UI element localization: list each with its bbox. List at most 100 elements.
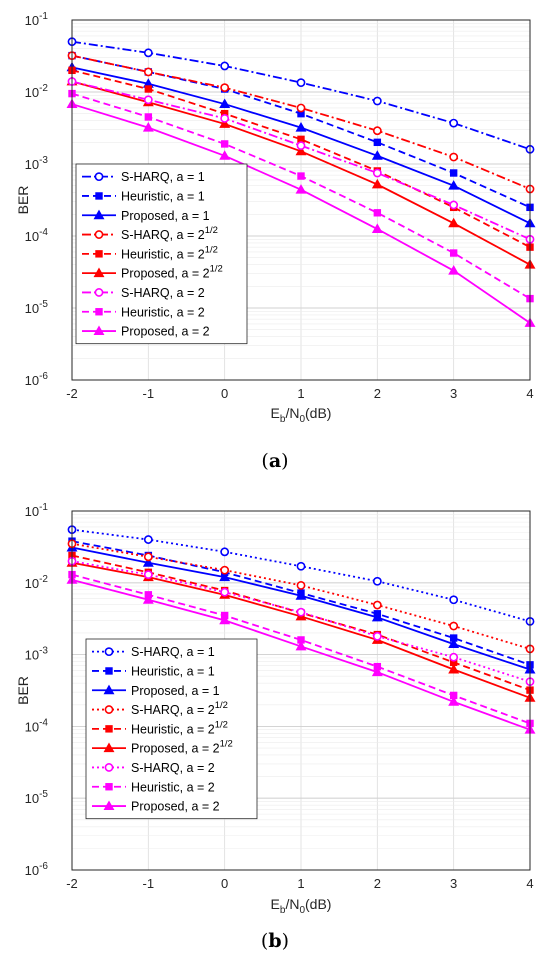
legend-marker <box>103 800 115 810</box>
y-tick-base: 10 <box>25 576 39 591</box>
y-tick-base: 10 <box>25 157 39 172</box>
y-tick-exponent: -6 <box>39 371 48 382</box>
x-tick-label: -2 <box>66 386 78 401</box>
legend-label: S-HARQ, a = 1 <box>131 645 215 659</box>
data-point <box>220 565 230 575</box>
y-tick-base: 10 <box>25 791 39 806</box>
x-tick-label: 3 <box>450 876 457 891</box>
data-point <box>220 587 230 597</box>
legend-text: S-HARQ, a = 2 <box>121 228 205 242</box>
x-label-part: (dB) <box>305 896 331 912</box>
panel-a-chart: -2 -1 0 1 2 3 410-610-510-410-310-210-1BEREb/N… <box>15 11 536 472</box>
data-point <box>295 122 307 132</box>
legend-label: S-HARQ, a = 1 <box>121 170 205 184</box>
data-point <box>449 152 459 162</box>
x-tick-label: -1 <box>143 876 155 891</box>
x-label-part: /N <box>285 896 299 912</box>
x-label-subscript: 0 <box>299 905 305 916</box>
legend-marker <box>95 250 103 258</box>
legend-text: Heuristic, a = 1 <box>131 664 215 678</box>
data-point <box>448 265 460 275</box>
legend-superscript: 1/2 <box>215 719 228 730</box>
legend-marker <box>95 308 103 316</box>
data-point <box>220 113 230 123</box>
legend-text: S-HARQ, a = 1 <box>121 170 205 184</box>
legend: S-HARQ, a = 1 Heuristic, a = 1 Proposed, a… <box>85 638 258 820</box>
legend-entry: Heuristic, a = 1 <box>82 189 205 203</box>
legend-marker <box>104 705 114 714</box>
legend-entry: S-HARQ, a = 1 <box>82 170 205 184</box>
x-tick-label: 2 <box>374 386 381 401</box>
legend-superscript: 1/2 <box>215 700 228 711</box>
legend-marker <box>105 667 113 675</box>
legend-superscript: 1/2 <box>205 225 218 236</box>
y-tick-label: 10-4 <box>25 227 49 244</box>
legend-label: S-HARQ, a = 21/2 <box>131 700 228 717</box>
legend-label: Proposed, a = 2 <box>121 325 210 339</box>
data-point <box>372 168 382 178</box>
x-label-subscript: b <box>280 905 286 916</box>
y-tick-exponent: -6 <box>39 861 48 872</box>
legend-marker <box>103 742 115 753</box>
legend-entry: S-HARQ, a = 1 <box>92 645 215 659</box>
y-tick-exponent: -1 <box>39 11 48 22</box>
legend-label: Proposed, a = 21/2 <box>131 739 233 756</box>
x-tick-label: 1 <box>297 386 304 401</box>
data-point <box>219 98 231 109</box>
caption-letter: a <box>269 450 281 472</box>
legend-marker <box>105 725 113 733</box>
legend-text: Heuristic, a = 1 <box>121 189 205 203</box>
legend-marker <box>94 230 104 239</box>
legend-label: S-HARQ, a = 2 <box>121 286 205 300</box>
data-point <box>220 83 230 93</box>
legend-marker <box>105 783 113 791</box>
legend-label: Heuristic, a = 2 <box>131 780 215 794</box>
data-point <box>297 172 305 180</box>
y-tick-exponent: -4 <box>39 227 48 238</box>
data-point <box>296 103 306 113</box>
legend-text: Proposed, a = 2 <box>121 325 210 339</box>
legend-marker <box>104 763 114 772</box>
y-tick-label: 10-3 <box>25 155 49 172</box>
legend-label: Heuristic, a = 21/2 <box>121 244 218 261</box>
data-point <box>295 640 307 651</box>
data-point <box>143 95 153 105</box>
caption-letter: b <box>268 930 281 952</box>
y-tick-exponent: -4 <box>39 717 48 728</box>
data-point <box>219 614 231 625</box>
x-label-part: E <box>271 405 280 421</box>
data-point <box>142 122 154 132</box>
data-point <box>219 118 231 128</box>
legend-label: Heuristic, a = 1 <box>121 189 205 203</box>
y-tick-label: 10-2 <box>25 83 49 100</box>
legend-entry: Proposed, a = 21/2 <box>82 264 223 281</box>
data-point <box>144 85 153 93</box>
legend-marker <box>93 209 105 220</box>
x-axis-label: Eb/N0(dB) <box>271 405 332 425</box>
y-tick-label: 10-3 <box>25 646 49 663</box>
data-point <box>296 561 306 571</box>
legend-entry: Heuristic, a = 21/2 <box>92 719 228 736</box>
data-point <box>296 141 306 151</box>
y-tick-label: 10-4 <box>25 717 49 734</box>
x-tick-label: 1 <box>297 876 304 891</box>
legend-label: Proposed, a = 1 <box>131 684 220 698</box>
caption-paren: ) <box>282 930 289 952</box>
data-point <box>296 581 306 590</box>
legend-label: Proposed, a = 1 <box>121 209 210 223</box>
legend-entry: Heuristic, a = 21/2 <box>82 244 218 261</box>
data-point <box>220 61 230 71</box>
legend-text: Proposed, a = 2 <box>131 742 220 756</box>
x-tick-label: 0 <box>221 386 228 401</box>
y-tick-label: 10-1 <box>25 11 49 28</box>
legend-entry: S-HARQ, a = 21/2 <box>92 700 228 717</box>
x-tick-label: 2 <box>374 876 381 891</box>
legend-marker <box>94 172 104 182</box>
legend-label: Proposed, a = 2 <box>131 800 220 814</box>
legend-superscript: 1/2 <box>205 244 218 255</box>
y-tick-exponent: -2 <box>39 83 48 94</box>
y-tick-exponent: -1 <box>39 502 48 513</box>
legend-entry: Heuristic, a = 1 <box>92 664 215 678</box>
series-9 <box>66 98 536 327</box>
legend-marker <box>93 325 105 335</box>
